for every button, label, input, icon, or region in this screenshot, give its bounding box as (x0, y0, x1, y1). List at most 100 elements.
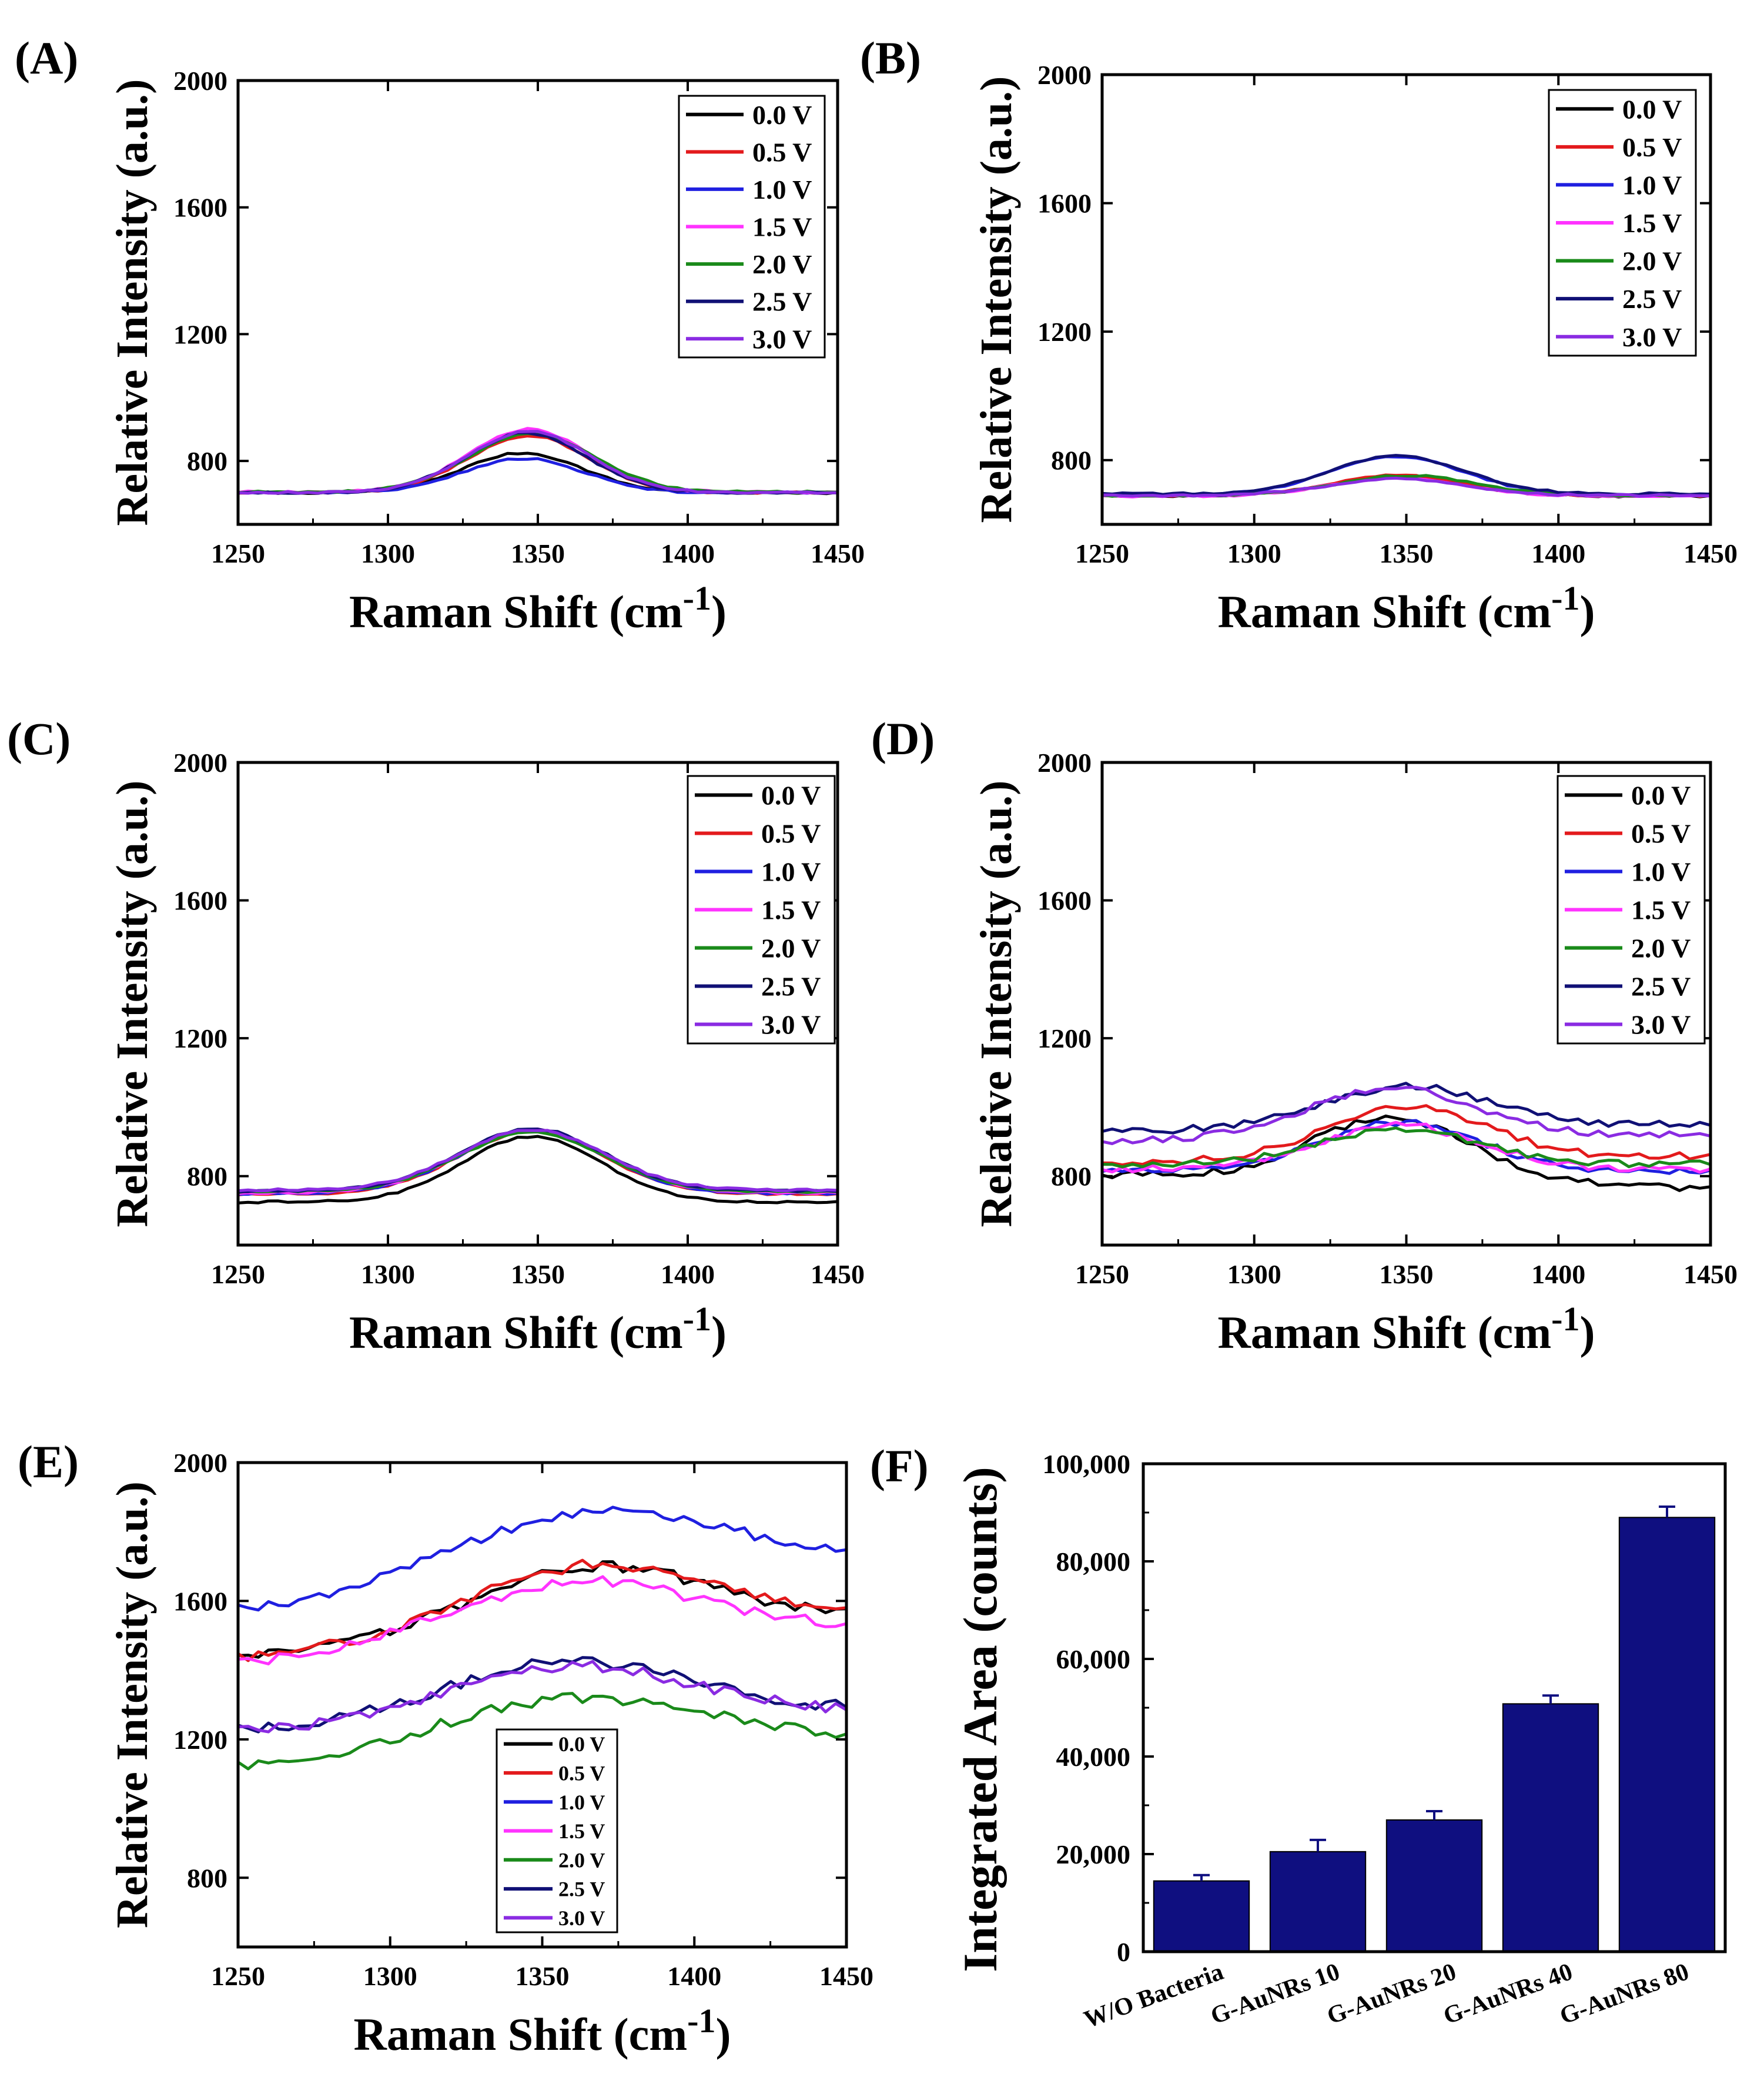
x-category-label: G-AuNRs 20 (1324, 1958, 1460, 2030)
series-line-05V (237, 1558, 846, 1662)
series-line-30V (1102, 476, 1711, 498)
y-tick-label: 2000 (1037, 748, 1092, 778)
x-tick-label: 1450 (819, 1961, 873, 1991)
y-tick-label: 1200 (173, 1725, 227, 1755)
y-tick-label: 2000 (173, 66, 227, 96)
y-tick-label: 800 (1051, 1162, 1092, 1192)
x-axis-title: Raman Shift (354, 2009, 614, 2060)
y-tick-label: 800 (187, 1162, 227, 1192)
bar (1269, 1851, 1367, 1953)
series-line-25V (237, 431, 838, 495)
x-category-label: G-AuNRs 10 (1207, 1958, 1344, 2030)
y-axis-label: Relative Intensity (a.u.) (108, 79, 157, 526)
y-tick-label: 1600 (1037, 886, 1092, 916)
x-axis-label: Raman Shift (cm-1) (1218, 1300, 1595, 1358)
chart-panel-a: (A) 1250 1300 1350 1400 1450 800 1200 1600 2000 Ra… (15, 32, 865, 637)
x-axis-label: Raman Shift (cm-1) (349, 1300, 727, 1358)
x-axis-exponent: -1 (1551, 1300, 1579, 1338)
y-tick-label: 2000 (1037, 60, 1092, 90)
legend-label: 0.0 V (752, 100, 812, 130)
legend-label: 2.5 V (1631, 972, 1691, 1002)
legend-label: 2.0 V (1631, 934, 1691, 963)
x-tick-label: 1450 (1683, 1259, 1738, 1289)
x-axis-unit: (cm (609, 586, 683, 637)
legend-label: 1.0 V (558, 1791, 605, 1814)
x-axis-title: Raman Shift (349, 586, 609, 637)
legend-label: 0.0 V (1622, 94, 1682, 124)
legend-label: 2.0 V (761, 934, 821, 963)
series-line-30V (237, 430, 838, 495)
y-tick-label: 0 (1117, 1937, 1130, 1967)
x-category-label: W/O Bacteria (1080, 1958, 1227, 2033)
chart-panel-e: (E) 1250 1300 1350 1400 1450 800 1200 1600 2000 Ra… (18, 1436, 873, 2060)
panel-label: (C) (7, 713, 71, 764)
legend-label: 1.0 V (1631, 857, 1691, 887)
x-tick-label: 1250 (211, 1259, 265, 1289)
series-line-10V (237, 457, 838, 495)
x-tick-label: 1350 (516, 1961, 570, 1991)
y-tick-label: 1200 (1037, 1023, 1092, 1053)
x-tick-label: 1400 (1531, 1259, 1585, 1289)
x-axis-title: Raman Shift (1218, 586, 1478, 637)
bar (1385, 1819, 1483, 1952)
series-line-20V (237, 1130, 838, 1195)
legend-label: 3.0 V (752, 324, 812, 354)
y-tick-label: 800 (1051, 446, 1092, 476)
legend-label: 1.0 V (1622, 170, 1682, 200)
bar (1502, 1703, 1599, 1953)
series-line-25V (237, 1128, 838, 1193)
x-axis-unit: (cm (614, 2009, 688, 2060)
y-tick-label: 100,000 (1043, 1449, 1131, 1479)
x-category-label: G-AuNRs 40 (1440, 1958, 1576, 2030)
chart-panel-c: (C) 1250 1300 1350 1400 1450 800 1200 1600 2000 Ra… (7, 713, 865, 1358)
x-axis-unit: (cm (1478, 1307, 1552, 1358)
chart-panel-d: (D) 1250 1300 1350 1400 1450 800 1200 1600 2000 Ra… (871, 713, 1738, 1358)
bar (1153, 1880, 1250, 1952)
x-axis-exponent: -1 (683, 579, 711, 617)
legend-label: 2.5 V (558, 1878, 605, 1901)
y-axis-label: Relative Intensity (a.u.) (972, 781, 1021, 1227)
legend-label: 1.5 V (761, 895, 821, 925)
y-tick-label: 800 (187, 1863, 227, 1893)
series-line-00V (1102, 1114, 1711, 1192)
x-axis-unit: (cm (609, 1307, 683, 1358)
series-line-15V (237, 1575, 846, 1665)
x-axis-unit-close: ) (716, 2009, 731, 2060)
x-axis-unit-close: ) (1580, 1307, 1595, 1358)
x-category-label: G-AuNRs 80 (1557, 1958, 1693, 2030)
y-tick-label: 2000 (173, 748, 227, 778)
series-line-30V (237, 1660, 847, 1734)
series-line-25V (1102, 1082, 1711, 1135)
legend-label: 0.5 V (1622, 132, 1682, 162)
x-tick-label: 1300 (361, 538, 415, 568)
panel-label: (A) (15, 32, 78, 83)
x-axis-unit-close: ) (711, 586, 727, 637)
legend-label: 0.5 V (1631, 819, 1691, 849)
series-line-05V (237, 434, 838, 495)
series-line-30V (237, 1129, 838, 1193)
x-axis-label: Raman Shift (cm-1) (1218, 579, 1595, 637)
x-tick-label: 1250 (1075, 538, 1129, 568)
y-tick-label: 2000 (173, 1448, 227, 1478)
x-tick-label: 1400 (1531, 538, 1585, 568)
x-axis-unit-close: ) (711, 1307, 727, 1358)
legend-label: 0.0 V (558, 1732, 605, 1756)
y-tick-label: 1200 (1037, 317, 1092, 347)
legend-label: 2.5 V (1622, 284, 1682, 314)
x-tick-label: 1300 (1227, 538, 1281, 568)
legend-label: 3.0 V (1631, 1010, 1691, 1040)
panel-label: (B) (860, 32, 921, 83)
legend-label: 3.0 V (761, 1010, 821, 1040)
y-tick-label: 1600 (173, 193, 227, 223)
x-tick-label: 1450 (1683, 538, 1738, 568)
y-tick-label: 1600 (1037, 189, 1092, 219)
y-tick-label: 800 (187, 446, 227, 476)
legend-label: 2.5 V (761, 972, 821, 1002)
legend-label: 3.0 V (558, 1906, 605, 1930)
x-tick-label: 1350 (511, 538, 565, 568)
y-axis-label: Relative Intensity (a.u.) (108, 1481, 157, 1928)
series-line-30V (1102, 1086, 1711, 1145)
panel-label: (E) (18, 1436, 79, 1487)
x-axis-unit: (cm (1478, 586, 1552, 637)
